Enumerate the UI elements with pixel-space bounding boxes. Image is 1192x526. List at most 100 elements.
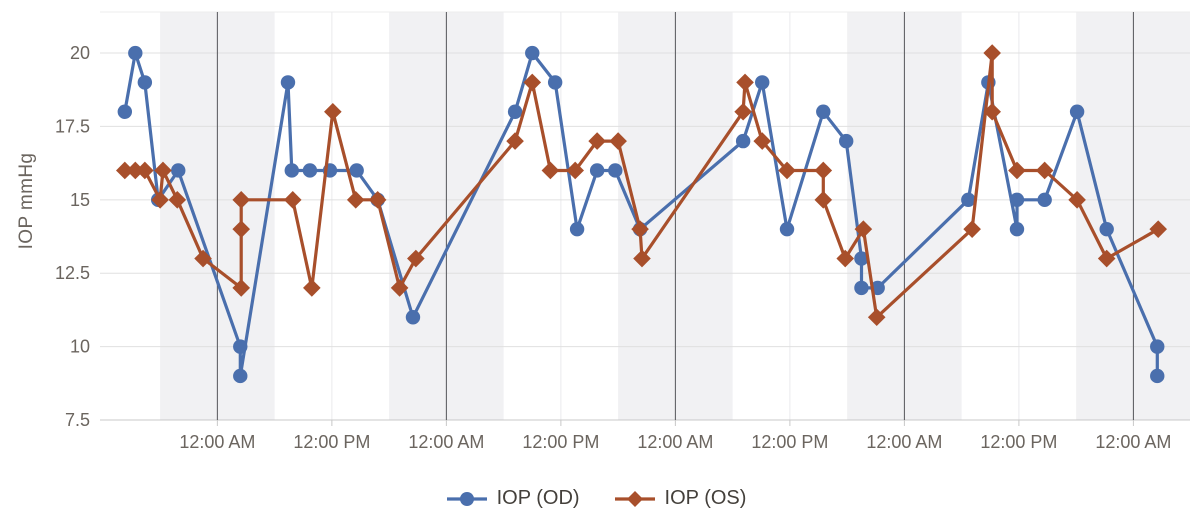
os-data-point xyxy=(136,161,154,180)
os-data-point xyxy=(734,102,752,121)
os-data-point xyxy=(588,132,606,150)
od-data-point xyxy=(1009,221,1025,237)
x-tick-label: 12:00 PM xyxy=(522,432,599,452)
od-data-point xyxy=(779,221,795,237)
od-data-point xyxy=(128,45,143,61)
y-tick-label: 12.5 xyxy=(55,263,90,283)
os-data-point xyxy=(566,161,584,180)
x-tick-label: 12:00 AM xyxy=(1095,432,1171,452)
os-data-point xyxy=(283,191,302,209)
os-data-point xyxy=(631,220,649,238)
x-tick-label: 12:00 AM xyxy=(408,432,484,452)
os-data-point xyxy=(814,161,833,180)
od-data-point xyxy=(961,192,976,208)
od-data-point xyxy=(302,163,318,178)
od-data-point xyxy=(405,310,421,325)
y-tick-label: 15 xyxy=(70,190,90,210)
y-tick-label: 10 xyxy=(70,337,90,357)
os-data-point xyxy=(1035,161,1054,180)
os-data-point xyxy=(168,191,187,209)
x-tick-label: 12:00 AM xyxy=(866,432,942,452)
os-data-point xyxy=(324,102,342,121)
od-legend-marker xyxy=(446,491,487,506)
chart-plot-area: 7.5 10 12.5 15 17.5 20 12:00 AM 12:00 PM 12:00 A… xyxy=(55,11,1190,452)
od-data-point xyxy=(735,133,751,149)
os-data-point xyxy=(407,249,425,268)
os-data-point xyxy=(232,220,251,238)
chart-legend: IOP (OD) IOP (OS) xyxy=(0,487,1192,510)
os-data-point xyxy=(983,44,1001,62)
os-legend-marker xyxy=(614,490,655,507)
x-tick-label: 12:00 PM xyxy=(751,432,828,452)
x-tick-label: 12:00 PM xyxy=(980,432,1057,452)
os-series-line xyxy=(123,51,1160,319)
od-data-point xyxy=(755,75,770,90)
od-data-point xyxy=(1150,368,1165,384)
os-data-point xyxy=(1068,191,1086,209)
os-data-point xyxy=(368,191,387,209)
os-data-point xyxy=(867,308,886,327)
od-legend-label: IOP (OD) xyxy=(496,487,580,509)
os-data-point xyxy=(1008,161,1026,180)
os-data-point xyxy=(983,102,1001,121)
od-legend-dot xyxy=(459,491,474,506)
od-data-point xyxy=(608,163,623,178)
od-data-point xyxy=(569,221,585,237)
os-data-point xyxy=(523,73,542,92)
od-data-point xyxy=(284,163,299,178)
od-data-point xyxy=(233,368,248,384)
os-data-point xyxy=(194,249,212,268)
od-data-point xyxy=(233,339,248,354)
x-tick-label: 12:00 PM xyxy=(293,432,370,452)
os-data-point xyxy=(390,279,409,297)
os-legend-label: IOP (OS) xyxy=(664,487,747,509)
y-tick-label: 17.5 xyxy=(55,116,90,136)
os-data-point xyxy=(609,132,627,150)
od-data-point xyxy=(525,45,540,61)
od-data-point xyxy=(854,280,869,296)
od-data-point xyxy=(854,251,869,266)
x-tick-label: 12:00 AM xyxy=(179,432,255,452)
os-data-point xyxy=(814,191,833,209)
od-data-point xyxy=(1037,192,1052,208)
od-data-point xyxy=(507,104,523,119)
os-data-point xyxy=(541,161,560,180)
os-data-point xyxy=(963,220,981,238)
os-data-point xyxy=(1149,220,1168,238)
od-data-point xyxy=(137,75,153,90)
y-tick-label: 20 xyxy=(70,43,90,63)
od-data-point xyxy=(117,104,133,119)
os-data-point xyxy=(116,161,134,180)
os-data-point xyxy=(151,191,169,209)
legend-item-od[interactable]: IOP (OD) xyxy=(446,487,580,510)
od-data-point xyxy=(1099,221,1114,237)
od-data-point xyxy=(589,163,605,178)
od-data-point xyxy=(1150,339,1165,354)
od-data-point xyxy=(349,163,364,178)
os-data-point xyxy=(736,73,754,92)
os-data-point xyxy=(753,132,772,150)
od-data-point xyxy=(547,75,563,90)
os-data-point xyxy=(854,220,873,238)
os-data-point xyxy=(303,279,321,297)
os-data-point xyxy=(1097,249,1116,268)
od-data-point xyxy=(816,104,831,119)
od-data-point xyxy=(1069,104,1085,119)
os-legend-diamond xyxy=(626,490,643,507)
os-data-point xyxy=(836,249,855,268)
y-tick-label: 7.5 xyxy=(65,410,90,430)
os-data-point xyxy=(154,161,172,180)
os-data-point xyxy=(126,161,145,180)
os-data-point xyxy=(346,191,365,209)
os-data-point xyxy=(232,279,251,297)
os-data-point xyxy=(506,132,524,150)
od-data-point xyxy=(171,163,186,178)
od-data-point xyxy=(838,133,854,149)
od-data-point xyxy=(1009,192,1025,208)
os-data-point xyxy=(778,161,796,180)
legend-item-os[interactable]: IOP (OS) xyxy=(614,487,747,510)
od-data-point xyxy=(280,75,296,90)
x-tick-label: 12:00 AM xyxy=(637,432,713,452)
os-data-point xyxy=(633,249,651,268)
